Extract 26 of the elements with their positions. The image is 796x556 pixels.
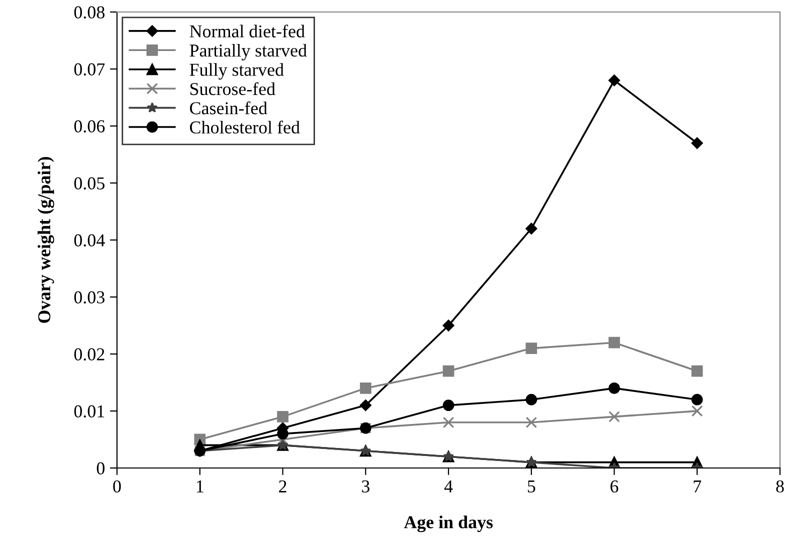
legend-label: Casein-fed [190, 101, 268, 114]
x-tick-label: 3 [362, 480, 370, 493]
legend-label: Partially starved [190, 44, 307, 60]
x-tick-label: 2 [279, 480, 286, 492]
y-tick-label: 0 [96, 462, 105, 474]
y-tick-label: 0.07 [74, 63, 105, 76]
y-tick-label: 0.06 [74, 120, 105, 133]
x-tick-label: 8 [776, 480, 784, 493]
y-tick-label: 0.04 [74, 234, 105, 247]
legend-label: Normal diet-fed [190, 24, 305, 38]
x-tick-label: 6 [610, 480, 618, 493]
y-tick-label: 0.03 [74, 291, 104, 304]
y-tick-label: 0.08 [74, 6, 105, 19]
x-axis-title: Age in days [404, 516, 493, 532]
y-tick-label: 0.02 [74, 348, 104, 361]
legend-label: Sucrose-fed [190, 82, 276, 96]
x-tick-label: 7 [694, 480, 702, 492]
y-tick-label: 0.05 [74, 177, 104, 190]
x-tick-label: 1 [196, 480, 204, 492]
x-tick-label: 5 [528, 480, 536, 493]
x-tick-label: 0 [113, 480, 121, 493]
y-tick-label: 0.01 [74, 405, 104, 418]
y-axis-title: Ovary weight (g/pair) [38, 157, 54, 323]
legend-label: Fully starved [190, 63, 284, 80]
legend-label: Cholesterol fed [190, 120, 300, 134]
x-tick-label: 4 [444, 480, 453, 492]
